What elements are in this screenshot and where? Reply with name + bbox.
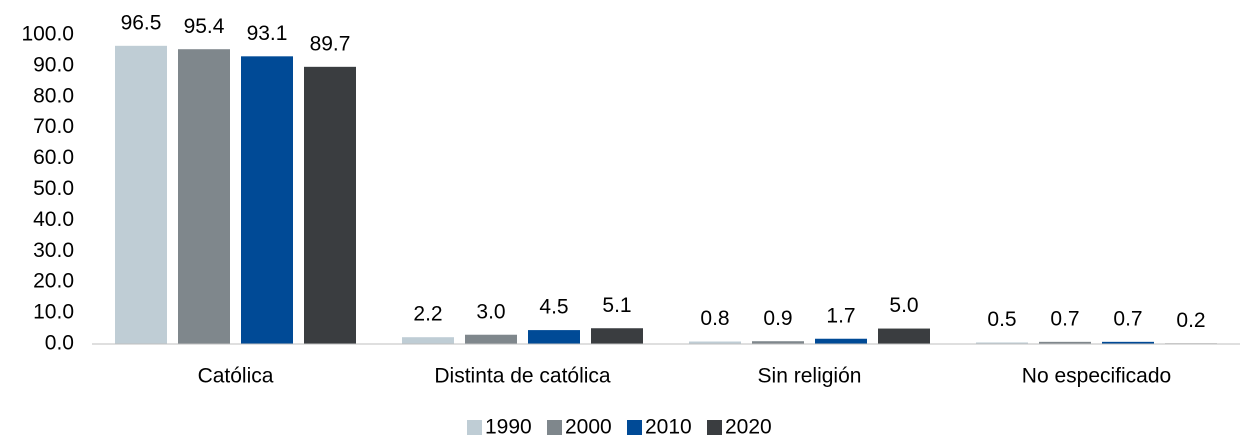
value-label: 0.7 xyxy=(1113,307,1142,330)
value-label: 3.0 xyxy=(476,300,505,323)
y-tick-label: 10.0 xyxy=(33,301,74,324)
value-label: 2.2 xyxy=(413,303,442,326)
legend-swatch xyxy=(547,420,562,435)
value-label: 93.1 xyxy=(247,22,288,45)
bar xyxy=(304,66,356,345)
legend-swatch xyxy=(627,420,642,435)
bar xyxy=(241,56,293,345)
y-tick-label: 20.0 xyxy=(33,270,74,293)
bar xyxy=(815,338,867,344)
legend-swatch xyxy=(467,420,482,435)
bar xyxy=(591,328,643,344)
legend-label: 2010 xyxy=(645,416,692,439)
legend-swatch xyxy=(707,420,722,435)
y-tick-label: 100.0 xyxy=(21,23,74,46)
y-tick-label: 60.0 xyxy=(33,146,74,169)
y-tick-label: 30.0 xyxy=(33,239,74,262)
value-label: 5.1 xyxy=(602,294,631,317)
x-tick-label: No especificado xyxy=(1022,365,1171,388)
y-tick-label: 50.0 xyxy=(33,177,74,200)
x-tick-label: Católica xyxy=(198,365,274,388)
y-tick-label: 80.0 xyxy=(33,84,74,107)
bar xyxy=(752,341,804,344)
bar xyxy=(115,45,167,344)
x-tick-label: Sin religión xyxy=(758,365,862,388)
bar xyxy=(1039,341,1091,344)
legend-label: 2000 xyxy=(565,416,612,439)
bar xyxy=(878,328,930,344)
bar xyxy=(178,49,230,345)
x-tick-label: Distinta de católica xyxy=(434,365,611,388)
value-label: 1.7 xyxy=(826,304,855,327)
bar xyxy=(976,342,1028,344)
legend-label: 1990 xyxy=(485,416,532,439)
value-label: 0.7 xyxy=(1050,307,1079,330)
y-tick-label: 70.0 xyxy=(33,115,74,138)
value-label: 0.5 xyxy=(987,308,1016,331)
bar xyxy=(528,330,580,344)
value-label: 0.9 xyxy=(763,307,792,330)
legend-label: 2020 xyxy=(725,416,772,439)
value-label: 0.2 xyxy=(1176,309,1205,332)
bar xyxy=(402,337,454,344)
value-label: 5.0 xyxy=(889,294,918,317)
bar xyxy=(465,334,517,344)
bar xyxy=(689,341,741,344)
value-label: 89.7 xyxy=(310,32,351,55)
y-tick-label: 40.0 xyxy=(33,208,74,231)
bar xyxy=(1102,341,1154,344)
y-tick-label: 90.0 xyxy=(33,53,74,76)
value-label: 0.8 xyxy=(700,307,729,330)
value-label: 96.5 xyxy=(121,11,162,34)
y-tick-label: 0.0 xyxy=(45,332,74,355)
value-label: 4.5 xyxy=(539,296,568,319)
value-label: 95.4 xyxy=(184,15,225,38)
